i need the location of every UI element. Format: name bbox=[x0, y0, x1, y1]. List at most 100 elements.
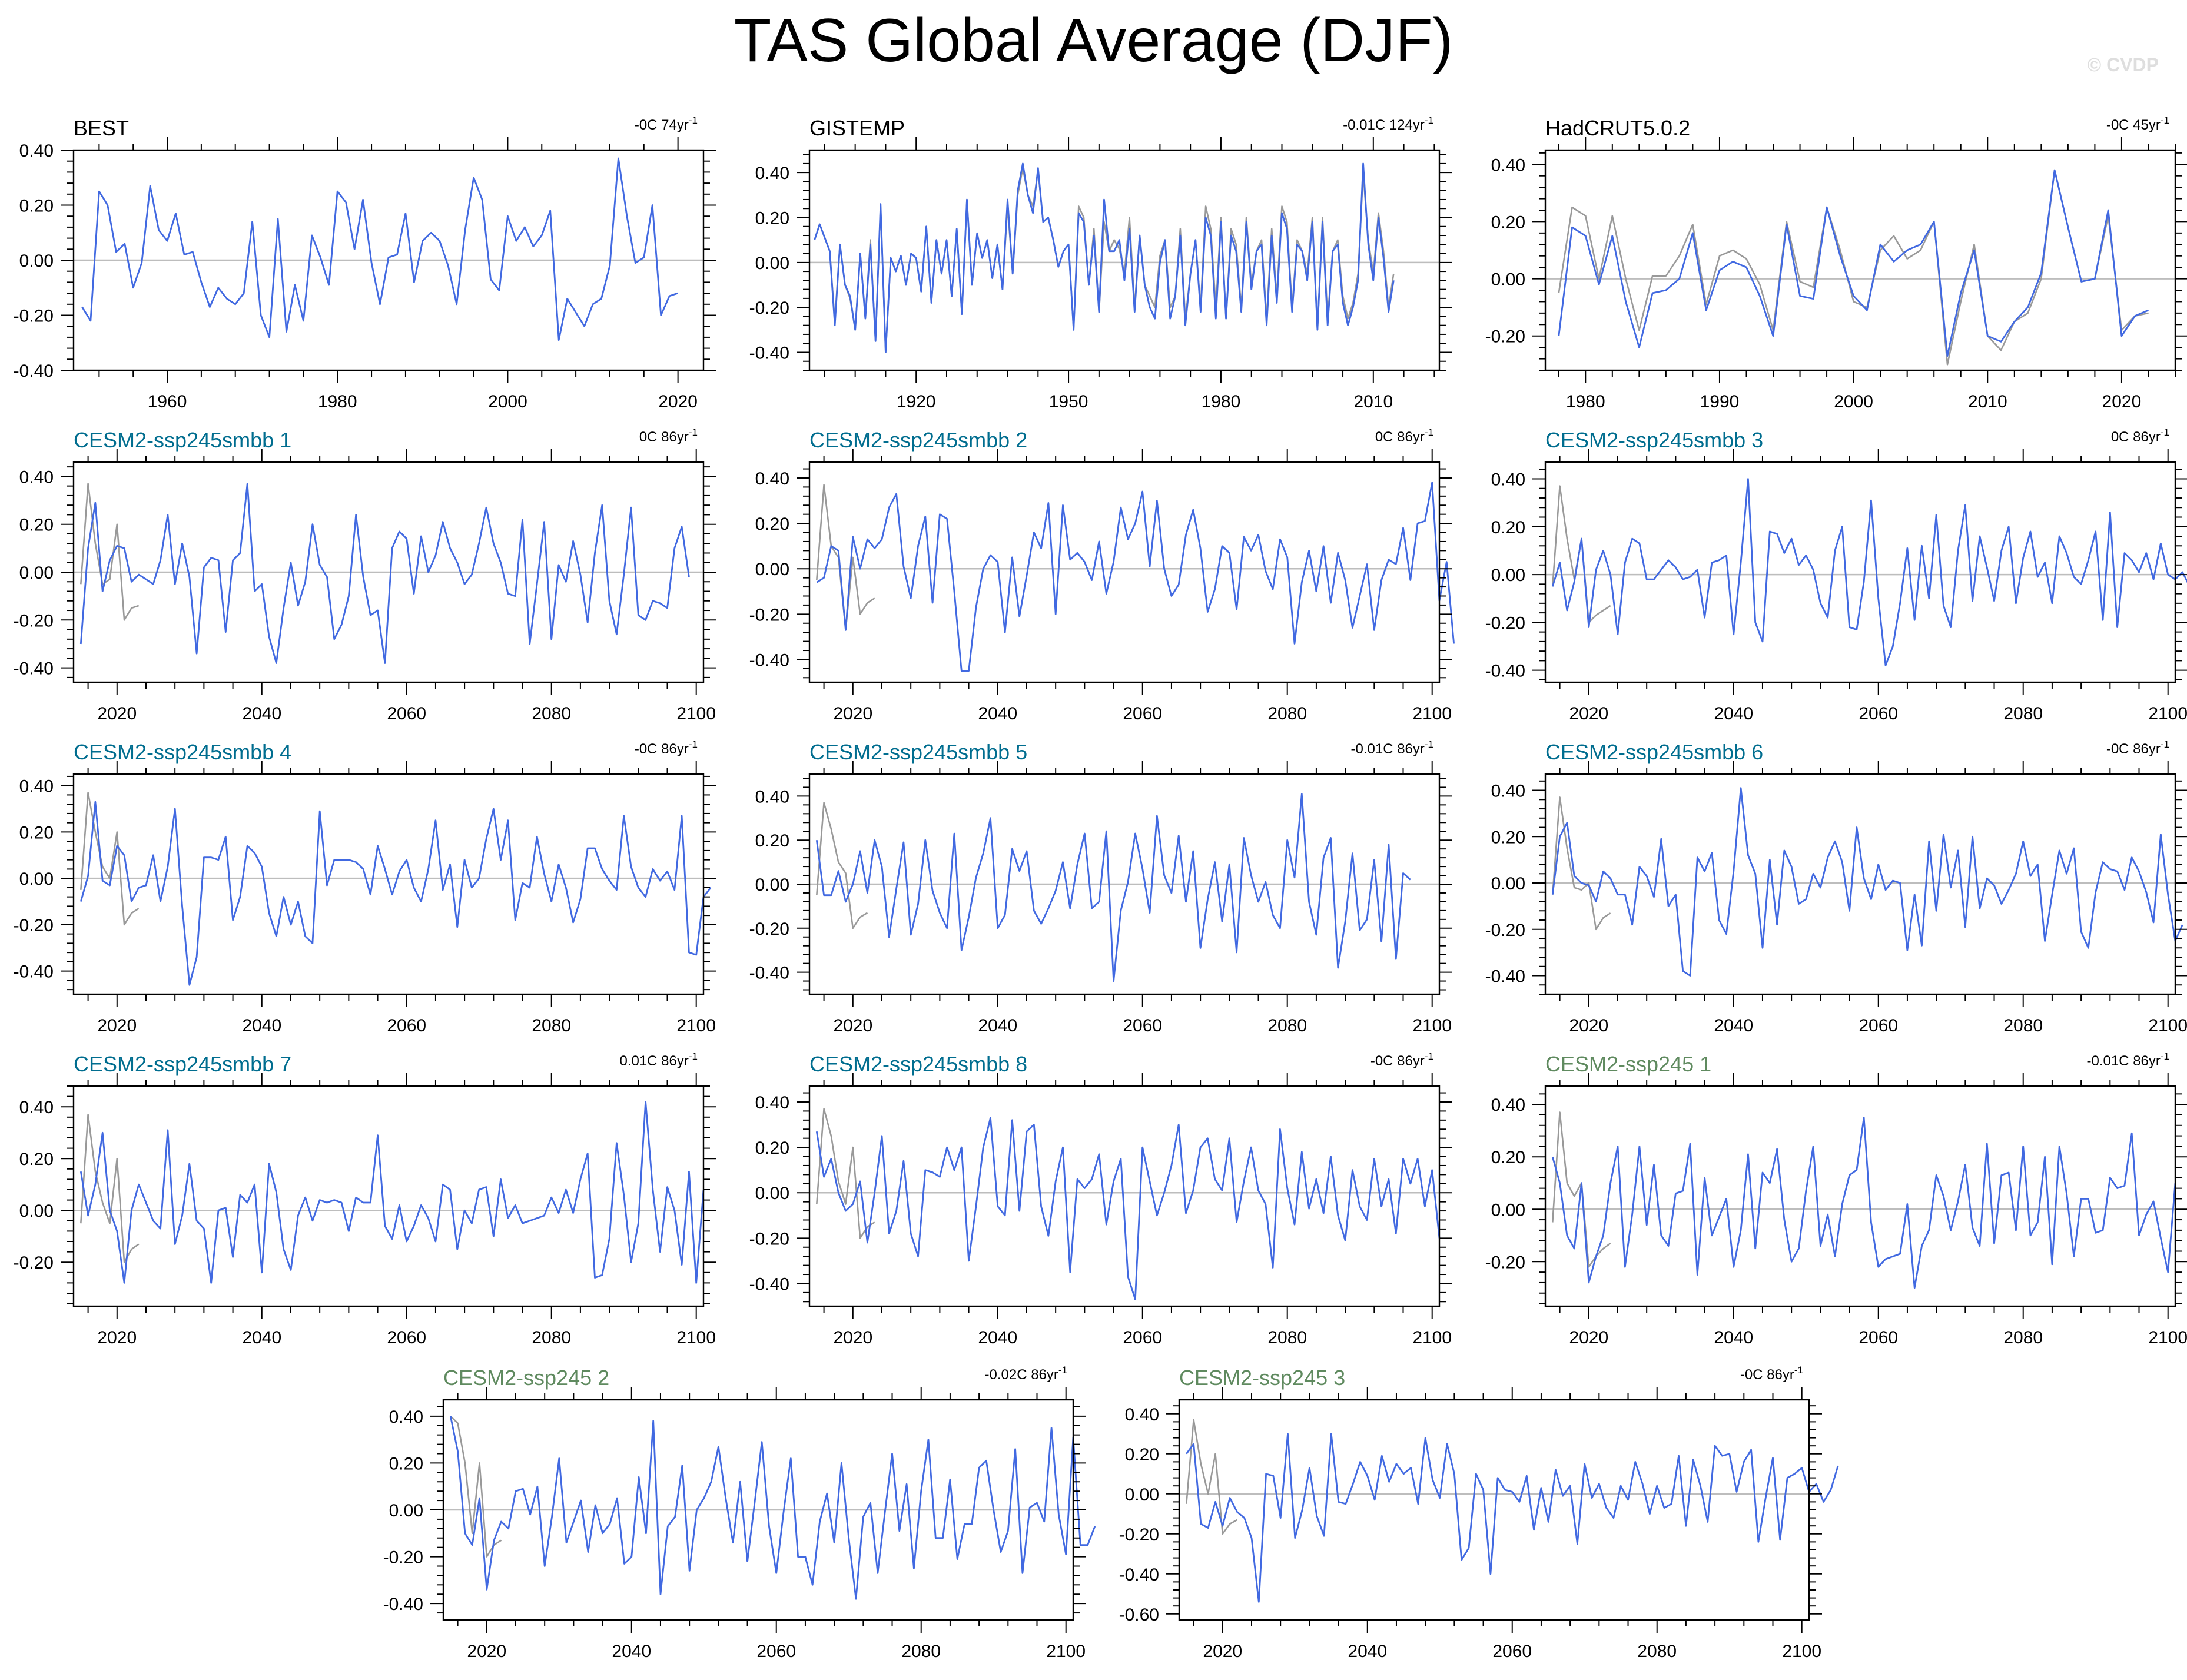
y-tick-label: -0.40 bbox=[14, 659, 54, 679]
panel-title: CESM2-ssp245 2 bbox=[443, 1366, 609, 1390]
y-tick-label: 0.40 bbox=[755, 469, 789, 489]
y-tick-label: -0.40 bbox=[1119, 1565, 1159, 1585]
x-tick-label: 2040 bbox=[242, 1016, 281, 1035]
x-tick-label: 2020 bbox=[1569, 704, 1608, 723]
x-tick-label: 1980 bbox=[1566, 392, 1605, 411]
trend-exponent: -1 bbox=[1425, 427, 1433, 438]
y-tick-label: 0.20 bbox=[1125, 1445, 1159, 1465]
y-tick-label: -0.20 bbox=[14, 1253, 54, 1273]
trend-value: -0.02C 86yr bbox=[984, 1367, 1058, 1383]
series-line bbox=[1551, 1117, 2176, 1289]
chart-panel: 2020 2040 2060 2080 2100 -0.40 -0.20 0.00 0.20 0.… bbox=[1485, 739, 2187, 1035]
trend-label: 0.01C 86yr-1 bbox=[619, 1051, 698, 1069]
x-tick-label: 2100 bbox=[676, 1328, 716, 1347]
trend-value: -0C 74yr bbox=[635, 117, 689, 133]
trend-value: -0C 86yr bbox=[1370, 1053, 1425, 1069]
watermark: © CVDP bbox=[2087, 54, 2159, 75]
x-tick-label: 2020 bbox=[833, 704, 872, 723]
trend-value: 0C 86yr bbox=[1375, 429, 1425, 445]
x-tick-label: 2060 bbox=[1859, 1016, 1898, 1035]
series-line bbox=[814, 162, 1395, 353]
y-tick-label: 0.40 bbox=[755, 787, 789, 806]
y-tick-label: -0.40 bbox=[1485, 662, 1525, 681]
plot-frame bbox=[72, 773, 705, 995]
x-tick-label: 2040 bbox=[242, 704, 281, 723]
x-tick-label: 1960 bbox=[148, 392, 187, 411]
x-tick-label: 2060 bbox=[1123, 1328, 1162, 1347]
x-tick-label: 2020 bbox=[1203, 1642, 1242, 1661]
y-tick-label: -0.20 bbox=[749, 298, 789, 318]
chart-panel: 2020 2040 2060 2080 2100 -0.60 -0.40 -0.20 0.00 0… bbox=[1119, 1364, 1839, 1661]
reference-series-line bbox=[1186, 1419, 1238, 1535]
x-tick-label: 2100 bbox=[2148, 1016, 2187, 1035]
reference-series-line bbox=[816, 802, 868, 929]
y-tick-label: 0.40 bbox=[1491, 1095, 1525, 1115]
trend-label: -0C 45yr-1 bbox=[2106, 115, 2169, 133]
panel-title: CESM2-ssp245smbb 8 bbox=[809, 1052, 1027, 1076]
y-tick-label: -0.20 bbox=[749, 605, 789, 625]
x-tick-label: 2020 bbox=[1569, 1016, 1608, 1035]
y-tick-label: -0.20 bbox=[1485, 1253, 1525, 1272]
y-tick-label: -0.20 bbox=[383, 1548, 423, 1568]
x-tick-label: 2100 bbox=[676, 704, 716, 723]
y-tick-label: 0.00 bbox=[19, 563, 54, 583]
reference-series-line bbox=[80, 483, 140, 621]
reference-series-line bbox=[450, 1415, 502, 1558]
trend-exponent: -1 bbox=[1794, 1364, 1803, 1376]
chart-panel: 2020 2040 2060 2080 2100 -0.40 -0.20 0.00 0.20 0.… bbox=[14, 427, 716, 723]
reference-series-line bbox=[80, 792, 140, 926]
y-tick-label: 0.00 bbox=[1491, 874, 1525, 894]
x-tick-label: 2020 bbox=[97, 1328, 137, 1347]
trend-exponent: -1 bbox=[689, 115, 698, 126]
panel-title: CESM2-ssp245smbb 3 bbox=[1545, 428, 1763, 452]
chart-panel: 1920 1950 1980 2010 -0.40 -0.20 0.00 0.20 0.40 GI… bbox=[749, 115, 1452, 411]
x-tick-label: 2040 bbox=[978, 704, 1017, 723]
y-tick-label: 0.00 bbox=[19, 1201, 54, 1221]
y-tick-label: -0.20 bbox=[749, 1229, 789, 1249]
y-tick-label: -0.20 bbox=[1485, 921, 1525, 940]
series-line bbox=[79, 483, 690, 664]
series-line bbox=[1551, 787, 2183, 977]
trend-value: 0.01C 86yr bbox=[619, 1053, 688, 1069]
y-tick-label: 0.20 bbox=[755, 831, 789, 851]
reference-series-line bbox=[816, 1108, 875, 1239]
panel-title: CESM2-ssp245smbb 1 bbox=[74, 428, 291, 452]
y-tick-label: 0.20 bbox=[19, 197, 54, 216]
trend-value: -0.01C 124yr bbox=[1343, 117, 1425, 133]
panel-title: CESM2-ssp245smbb 5 bbox=[809, 740, 1027, 764]
x-tick-label: 2020 bbox=[467, 1642, 506, 1661]
trend-value: -0C 86yr bbox=[1740, 1367, 1794, 1383]
plot-frame bbox=[72, 1085, 705, 1307]
x-tick-label: 2100 bbox=[1412, 1016, 1452, 1035]
x-tick-label: 2060 bbox=[1859, 1328, 1898, 1347]
chart-panel: 2020 2040 2060 2080 2100 -0.40 -0.20 0.00 0.20 0.… bbox=[749, 739, 1452, 1035]
y-tick-label: -0.40 bbox=[14, 962, 54, 982]
y-tick-label: 0.00 bbox=[755, 254, 789, 273]
trend-exponent: -1 bbox=[1425, 1051, 1433, 1062]
trend-value: -0.01C 86yr bbox=[2086, 1053, 2160, 1069]
y-tick-label: -0.20 bbox=[1119, 1525, 1159, 1545]
y-tick-label: 0.20 bbox=[19, 1150, 54, 1169]
x-tick-label: 2060 bbox=[387, 1328, 426, 1347]
y-tick-label: 0.40 bbox=[19, 467, 54, 487]
x-tick-label: 2080 bbox=[532, 704, 571, 723]
x-tick-label: 2060 bbox=[1123, 704, 1162, 723]
y-tick-label: 0.00 bbox=[19, 869, 54, 889]
chart-panel: 1960 1980 2000 2020 -0.40 -0.20 0.00 0.20 0.40 BE… bbox=[14, 115, 716, 411]
trend-label: 0C 86yr-1 bbox=[1375, 427, 1433, 445]
y-tick-label: -0.40 bbox=[749, 343, 789, 363]
x-tick-label: 2040 bbox=[612, 1642, 651, 1661]
plot-frame bbox=[1178, 1399, 1810, 1621]
trend-value: 0C 86yr bbox=[639, 429, 689, 445]
plot-frame bbox=[808, 1085, 1441, 1307]
y-tick-label: -0.20 bbox=[749, 919, 789, 939]
y-tick-label: 0.20 bbox=[19, 823, 54, 842]
y-tick-label: 0.40 bbox=[1125, 1405, 1159, 1425]
panel-title: CESM2-ssp245smbb 6 bbox=[1545, 740, 1763, 764]
y-tick-label: 0.20 bbox=[1491, 213, 1525, 232]
x-tick-label: 2080 bbox=[1267, 1016, 1307, 1035]
trend-exponent: -1 bbox=[1425, 115, 1433, 126]
y-tick-label: 0.40 bbox=[389, 1407, 423, 1427]
y-tick-label: -0.40 bbox=[383, 1595, 423, 1614]
y-tick-label: -0.40 bbox=[749, 650, 789, 670]
